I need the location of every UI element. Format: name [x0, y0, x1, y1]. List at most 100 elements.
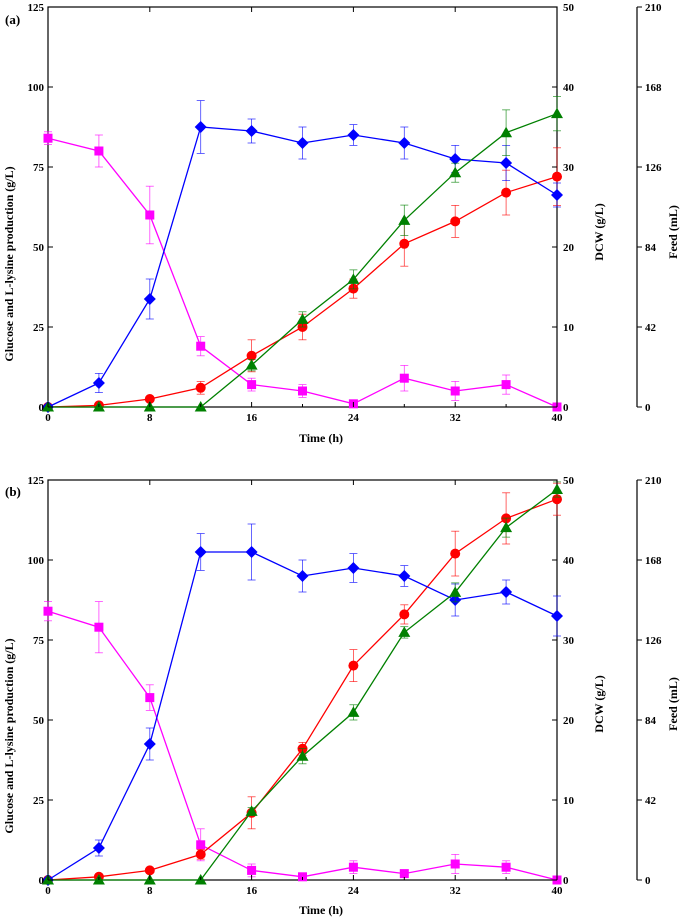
dcw-line [47, 551, 558, 881]
dcw-line [47, 126, 558, 408]
dcw-point [347, 562, 360, 574]
y2-axis-title: DCW (g/L) [592, 675, 606, 732]
y2-tick-label: 10 [563, 322, 575, 334]
x-tick-label: 16 [246, 885, 258, 897]
feed-point [347, 706, 360, 717]
y2-axis-title: DCW (g/L) [592, 203, 606, 260]
dcw-point [194, 121, 207, 133]
glucose-point [43, 606, 53, 616]
series-glucose [43, 131, 562, 412]
y-tick-label: 100 [28, 555, 45, 567]
series-dcw [42, 100, 563, 413]
panel-label: (b) [5, 484, 21, 499]
l-lysine-point [399, 609, 410, 620]
dcw-point [92, 842, 105, 854]
l-lysine-point [195, 382, 206, 393]
glucose-point [145, 693, 155, 703]
glucose-point [348, 862, 358, 872]
x-tick-label: 0 [45, 885, 51, 897]
y2-tick-label: 50 [563, 2, 575, 14]
feed-point [449, 586, 462, 597]
series-feed [42, 481, 563, 885]
feed-point [500, 126, 513, 138]
dcw-point [194, 546, 207, 558]
y-axis-title: Glucose and L-lysine production (g/L) [2, 638, 16, 833]
feed-point [296, 313, 309, 324]
x-axis-title: Time (h) [299, 903, 343, 917]
x-tick-label: 40 [552, 885, 564, 897]
l-lysine-point [246, 350, 257, 361]
dcw-point [296, 137, 309, 149]
y3-tick-label: 84 [645, 242, 657, 254]
glucose-point [450, 386, 460, 396]
glucose-point [399, 869, 409, 879]
y-tick-label: 50 [33, 242, 45, 254]
y2-tick-label: 20 [563, 715, 575, 727]
series-layer [42, 96, 563, 413]
l-lysine-point [144, 394, 155, 404]
l-lysine-line [47, 498, 558, 881]
plot-border [47, 479, 558, 881]
y-axis-title: Glucose and L-lysine production (g/L) [2, 166, 16, 361]
y3-axis-title: Feed (mL) [666, 205, 680, 259]
dcw-point [551, 189, 563, 201]
series-layer [42, 481, 563, 886]
glucose-point [94, 146, 104, 156]
glucose-point [501, 380, 511, 390]
feed-point [245, 359, 258, 370]
y-tick-label: 50 [33, 715, 45, 727]
y2-tick-label: 50 [563, 475, 575, 487]
l-lysine-point [552, 494, 562, 505]
l-lysine-point [195, 849, 206, 860]
y3-axis-title: Feed (mL) [666, 677, 680, 731]
x-tick-label: 40 [552, 412, 564, 424]
l-lysine-point [501, 187, 512, 198]
x-tick-label: 8 [147, 412, 153, 424]
series-l-lysine [43, 147, 562, 412]
feed-line [48, 488, 558, 881]
glucose-point [145, 210, 155, 220]
y-tick-label: 25 [33, 322, 45, 334]
feed-point [347, 273, 360, 284]
dcw-point [245, 546, 258, 558]
y-tick-label: 0 [39, 875, 45, 887]
y3-tick-label: 126 [645, 162, 662, 174]
y2-tick-label: 0 [563, 875, 569, 887]
l-lysine-point [450, 216, 461, 227]
chart-panel-b: (b) 0 8 16 24 32 4002550751001250102030405004… [2, 475, 680, 917]
x-tick-label: 24 [348, 412, 360, 424]
y-tick-label: 75 [33, 162, 45, 174]
l-lysine-point [450, 548, 461, 559]
series-dcw [42, 523, 563, 886]
y3-tick-label: 210 [645, 2, 662, 14]
dcw-point [143, 293, 156, 305]
dcw-point [551, 610, 563, 622]
x-tick-label: 24 [348, 885, 360, 897]
feed-point [551, 107, 563, 119]
glucose-point [247, 865, 257, 875]
x-tick-label: 0 [45, 412, 51, 424]
y-tick-label: 125 [28, 2, 45, 14]
axes-layer: 0 8 16 24 32 40025507510012501020304050042841… [28, 2, 663, 424]
feed-point [398, 214, 411, 225]
glucose-point [501, 862, 511, 872]
dcw-point [92, 377, 105, 389]
y3-tick-label: 168 [645, 82, 662, 94]
glucose-point [450, 859, 460, 869]
feed-point [398, 626, 411, 637]
x-axis-title: Time (h) [299, 431, 343, 445]
y2-tick-label: 0 [563, 402, 569, 414]
y-tick-label: 25 [33, 795, 45, 807]
x-tick-label: 8 [147, 885, 153, 897]
l-lysine-line [47, 175, 558, 408]
glucose-point [298, 872, 307, 882]
y2-tick-label: 10 [563, 795, 575, 807]
glucose-point [298, 386, 307, 396]
dcw-point [398, 137, 411, 149]
glucose-point [399, 373, 409, 383]
y2-tick-label: 20 [563, 242, 575, 254]
x-tick-label: 16 [246, 412, 258, 424]
panel-label: (a) [5, 12, 20, 27]
plot-frame [47, 6, 638, 408]
